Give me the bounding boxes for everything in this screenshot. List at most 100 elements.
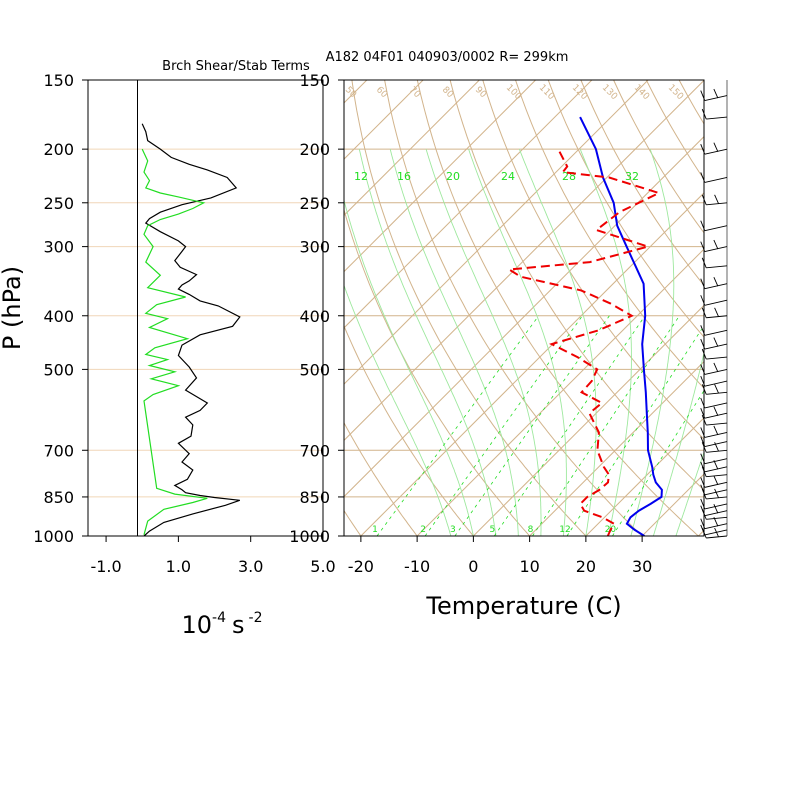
skewt-y-tick-label: 200 (299, 140, 330, 159)
wind-barb (701, 194, 728, 206)
mixing-ratio-label: 2 (420, 525, 426, 535)
wind-barb (700, 142, 728, 155)
mixing-ratio-label: 3 (450, 525, 456, 535)
left-y-tick-labels: 150 200 250 300 400 500 700 850 1000 (33, 71, 88, 546)
wind-barb (700, 498, 728, 510)
moist-adiabat-label: 32 (625, 170, 639, 183)
wind-barb (700, 425, 728, 438)
skewt-x-tick-label: 0 (468, 557, 478, 576)
wind-barb (700, 88, 728, 101)
dry-adiabat (482, 80, 704, 440)
left-x-tick-labels: -1.0 1.0 3.0 5.0 (90, 536, 336, 576)
temperature-profile (579, 116, 663, 536)
left-x-tick-label: 3.0 (238, 557, 263, 576)
wind-barb (700, 397, 728, 409)
left-x-tick-label: 1.0 (166, 557, 191, 576)
left-x-axis-label: 10-4 s -2 (182, 610, 263, 639)
moist-adiabat-label: 20 (446, 170, 460, 183)
wind-barb (701, 307, 728, 319)
mixing-ratio-label: 8 (528, 525, 534, 535)
wind-barb (700, 475, 728, 488)
isotherm-line (344, 80, 480, 217)
wind-barb (701, 257, 728, 269)
dry-adiabat (344, 324, 475, 536)
skewt-y-tick-label: 250 (299, 194, 330, 213)
isotherm-line (473, 304, 704, 536)
dry-adiabat (514, 80, 704, 389)
left-plot-frame (87, 79, 324, 537)
dry-adiabat (384, 80, 643, 536)
moist-adiabat (389, 148, 519, 536)
left-y-tick-label: 150 (43, 71, 74, 90)
skewt-x-axis-label: Temperature (C) (425, 592, 621, 620)
dry-adiabat (344, 421, 418, 536)
skewt-x-tick-label: 30 (632, 557, 652, 576)
isotherm-line (585, 417, 704, 536)
left-x-tick-label: -1.0 (90, 557, 121, 576)
isotherm-line (344, 80, 704, 442)
skewt-x-tick-label: -20 (348, 557, 374, 576)
skewt-y-tick-labels: 150 200 250 300 400 500 700 850 1000 (289, 71, 344, 546)
mixing-ratio-line (612, 389, 704, 536)
mixing-ratio-label: 12 (559, 525, 570, 535)
left-series-0-line (141, 123, 241, 537)
moist-adiabat (675, 450, 704, 536)
isotherm-line (344, 135, 704, 498)
left-y-tick-label: 1000 (33, 527, 74, 546)
mixing-ratio-line (454, 315, 610, 536)
left-y-axis-label: P (hPa) (0, 266, 26, 350)
dry-adiabat (416, 80, 700, 536)
dewpoint-profile (506, 148, 662, 536)
wind-barb (700, 406, 728, 419)
dry-adiabat (351, 80, 587, 536)
skewt-y-tick-label: 700 (299, 441, 330, 460)
skewt-y-tick-label: 850 (299, 488, 330, 507)
isotherm-line (344, 80, 649, 385)
wind-barb (700, 503, 728, 517)
wind-barb (700, 436, 728, 447)
shear-stability-panel: Brch Shear/Stab Terms 150 200 250 300 400 500… (0, 59, 336, 639)
moist-adiabat-label: 24 (501, 170, 515, 183)
skewt-y-tick-label: 1000 (289, 527, 330, 546)
left-y-tick-label: 700 (43, 441, 74, 460)
wind-barb (701, 414, 728, 426)
skewt-title: A182 04F01 040903/0002 R= 299km (326, 50, 569, 65)
left-x-label-exponent: -4 (212, 610, 226, 626)
moist-adiabat-label: 16 (397, 170, 411, 183)
wind-barb (701, 348, 728, 360)
moist-adiabat (579, 148, 632, 536)
wind-barb (700, 239, 728, 253)
isotherm-line (529, 360, 704, 536)
skewt-plot-frame (343, 79, 705, 537)
wind-barb (700, 172, 728, 183)
left-series-1-line (141, 148, 208, 535)
moist-adiabat (630, 148, 675, 536)
dry-adiabat (344, 208, 531, 536)
isotherm-line (344, 80, 536, 273)
left-panel-title: Brch Shear/Stab Terms (162, 59, 310, 74)
wind-barb (700, 295, 728, 306)
wind-barbs (700, 80, 728, 539)
skewt-y-tick-label: 150 (299, 71, 330, 90)
mixing-ratio-line (566, 324, 704, 536)
moist-adiabat-label: 12 (354, 170, 368, 183)
moist-adiabat (425, 148, 542, 536)
wind-barb (700, 453, 728, 465)
moist-adiabat (344, 284, 452, 536)
skewt-y-tick-label: 400 (299, 307, 330, 326)
moist-adiabat (652, 350, 704, 536)
moist-adiabat (518, 148, 597, 536)
skewt-y-tick-label: 500 (299, 360, 330, 379)
skewt-profiles (506, 116, 663, 536)
wind-barb (700, 375, 728, 387)
left-x-label-unit-exponent: -2 (249, 610, 263, 626)
mixing-ratio-label: 5 (489, 525, 495, 535)
mixing-ratio-line (493, 315, 646, 536)
left-y-tick-label: 200 (43, 140, 74, 159)
wind-barb (701, 108, 728, 120)
skewt-x-tick-label: 10 (519, 557, 539, 576)
skewt-x-tick-labels: -20 -10 0 10 20 30 (348, 536, 652, 576)
wind-barb (700, 276, 728, 290)
